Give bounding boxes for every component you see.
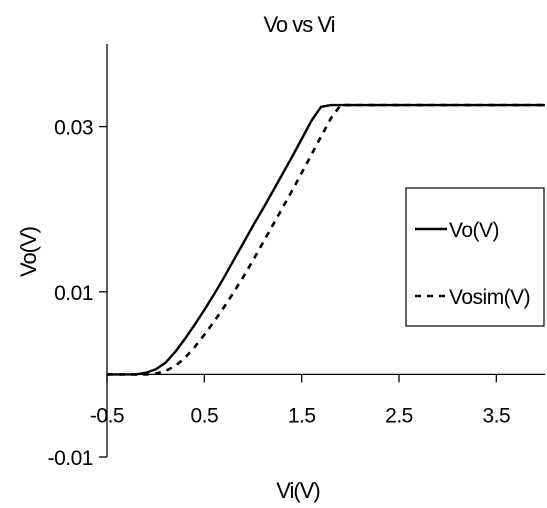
x-tick-label: 3.5 <box>482 404 510 427</box>
legend-box <box>405 187 545 327</box>
x-tick-label: 1.5 <box>288 404 316 427</box>
x-tick-label: 2.5 <box>385 404 413 427</box>
series-line-vosim <box>107 103 545 376</box>
x-tick-label: 0.5 <box>190 404 218 427</box>
legend-label: Vo(V) <box>449 219 499 242</box>
y-tick-label: 0.01 <box>54 282 93 305</box>
plot-area: -0.01 0.01 0.03 -0.5 0.5 1.5 2.5 3.5 <box>48 44 545 470</box>
chart-title: Vo vs Vi <box>263 12 334 37</box>
x-tick-label: -0.5 <box>90 404 124 427</box>
series-line-vo <box>107 103 545 376</box>
x-axis-label: Vi(V) <box>276 478 320 503</box>
y-tick-label: -0.01 <box>48 447 93 470</box>
legend: Vo(V) Vosim(V) <box>405 187 545 327</box>
legend-label: Vosim(V) <box>449 286 530 309</box>
y-axis-label: Vo(V) <box>16 227 41 277</box>
y-tick-label: 0.03 <box>54 117 93 140</box>
